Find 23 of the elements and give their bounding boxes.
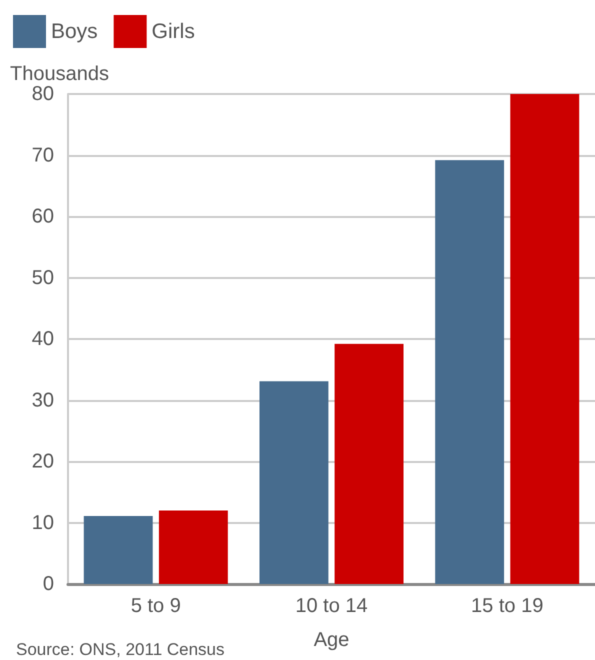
bar <box>158 510 228 584</box>
source-note: Source: ONS, 2011 Census <box>16 640 225 659</box>
y-tick-label: 60 <box>32 206 54 228</box>
y-axis-title: Thousands <box>10 63 109 85</box>
y-tick-label: 50 <box>32 266 54 289</box>
y-tick-label: 20 <box>32 450 54 472</box>
y-tick-label: 10 <box>32 512 54 534</box>
bar <box>435 160 504 584</box>
bar <box>84 516 153 584</box>
legend-label: Boys <box>51 20 98 43</box>
bar <box>510 94 580 584</box>
y-tick-label: 30 <box>32 389 54 412</box>
x-tick-label: 15 to 19 <box>471 595 544 617</box>
x-tick-label: 10 to 14 <box>295 595 368 617</box>
bar <box>259 381 328 584</box>
legend-label: Girls <box>152 20 195 43</box>
x-tick-label: 5 to 9 <box>130 595 181 617</box>
y-tick-label: 40 <box>32 328 54 350</box>
bar <box>334 344 404 584</box>
x-axis-title: Age <box>314 629 350 651</box>
y-tick-label: 80 <box>32 83 54 105</box>
y-tick-label: 0 <box>42 573 54 595</box>
y-tick-label: 70 <box>32 144 54 166</box>
